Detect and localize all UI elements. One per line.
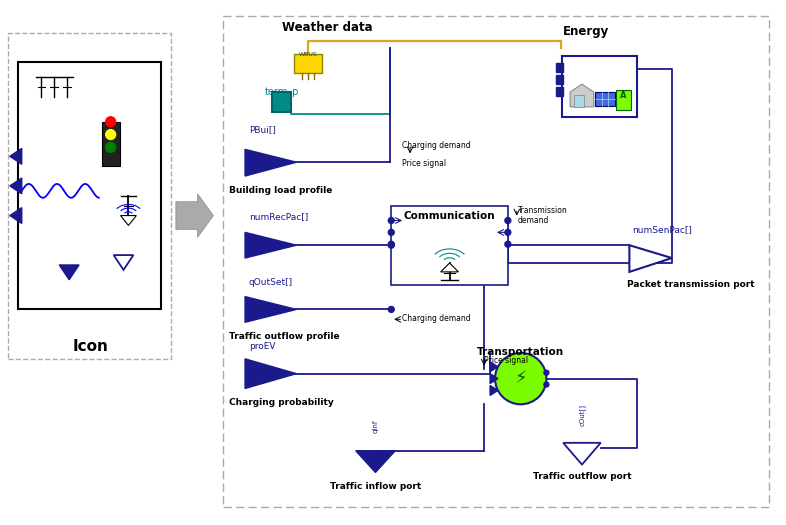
FancyBboxPatch shape [391, 206, 508, 285]
Polygon shape [10, 149, 22, 164]
Text: Transportation: Transportation [477, 347, 564, 357]
Text: Traffic outflow port: Traffic outflow port [533, 472, 631, 481]
Circle shape [505, 229, 511, 235]
Circle shape [544, 370, 549, 375]
Text: WBUS: WBUS [299, 52, 318, 57]
Text: Building load profile: Building load profile [230, 186, 332, 195]
Polygon shape [114, 255, 134, 270]
FancyBboxPatch shape [574, 95, 584, 107]
Text: Packet transmission port: Packet transmission port [627, 280, 755, 289]
FancyBboxPatch shape [8, 33, 171, 359]
Polygon shape [10, 178, 22, 194]
Circle shape [505, 242, 511, 247]
Text: term_p: term_p [265, 87, 299, 98]
Text: Weather data: Weather data [281, 21, 373, 34]
Circle shape [495, 353, 546, 404]
Circle shape [106, 142, 116, 152]
Text: Charging probability: Charging probability [230, 398, 334, 407]
FancyBboxPatch shape [556, 87, 564, 96]
Polygon shape [245, 297, 296, 322]
Text: numSenPac[]: numSenPac[] [633, 225, 692, 235]
Circle shape [388, 242, 395, 248]
Circle shape [388, 242, 395, 247]
FancyBboxPatch shape [272, 92, 292, 112]
FancyBboxPatch shape [556, 75, 564, 84]
FancyBboxPatch shape [223, 16, 769, 507]
Text: Traffic inflow port: Traffic inflow port [330, 482, 421, 491]
Polygon shape [570, 84, 593, 107]
Circle shape [388, 307, 395, 312]
Polygon shape [490, 385, 498, 395]
Text: numRecPac[]: numRecPac[] [249, 213, 308, 222]
Polygon shape [490, 362, 498, 372]
Text: A: A [620, 91, 626, 100]
Text: ⚡: ⚡ [514, 370, 527, 387]
Text: Charging demand: Charging demand [402, 314, 471, 323]
Polygon shape [245, 233, 296, 258]
Polygon shape [356, 451, 395, 472]
FancyBboxPatch shape [295, 54, 322, 74]
Text: Icon: Icon [73, 339, 108, 354]
Circle shape [388, 229, 395, 235]
FancyBboxPatch shape [18, 62, 161, 309]
Circle shape [388, 217, 395, 224]
Circle shape [106, 130, 116, 140]
Text: proEV: proEV [249, 342, 275, 351]
Text: Charging demand: Charging demand [402, 141, 471, 151]
Circle shape [505, 217, 511, 224]
Text: Traffic outflow profile: Traffic outflow profile [230, 332, 340, 341]
FancyBboxPatch shape [562, 56, 637, 117]
Circle shape [106, 117, 116, 127]
Text: PBui[]: PBui[] [249, 124, 276, 134]
FancyBboxPatch shape [556, 64, 564, 72]
Polygon shape [245, 150, 296, 176]
Text: Price signal: Price signal [484, 356, 528, 365]
Text: qInf: qInf [373, 419, 379, 433]
Polygon shape [59, 265, 79, 280]
FancyBboxPatch shape [595, 92, 615, 106]
Text: Energy: Energy [564, 25, 609, 38]
Polygon shape [564, 443, 601, 465]
Text: qOutSet[]: qOutSet[] [249, 278, 293, 287]
Text: Price signal: Price signal [402, 159, 446, 168]
FancyBboxPatch shape [615, 90, 631, 110]
Polygon shape [490, 374, 498, 384]
Polygon shape [441, 263, 458, 272]
Circle shape [544, 382, 549, 387]
Text: Transmission
demand: Transmission demand [518, 206, 567, 225]
Text: cOut[]: cOut[] [578, 404, 586, 426]
Polygon shape [630, 245, 672, 272]
Polygon shape [10, 208, 22, 224]
Polygon shape [176, 194, 214, 237]
Text: Communication: Communication [404, 211, 495, 220]
FancyBboxPatch shape [101, 122, 119, 166]
Polygon shape [120, 216, 136, 225]
Polygon shape [245, 359, 296, 388]
